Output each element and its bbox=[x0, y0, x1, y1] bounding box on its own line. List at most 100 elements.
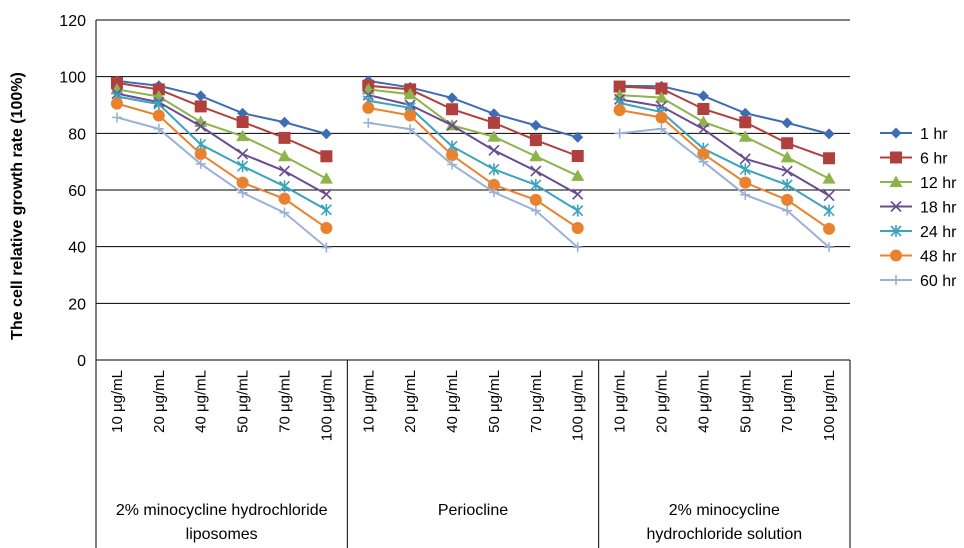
series-1-hr bbox=[111, 75, 835, 143]
legend-label: 48 hr bbox=[920, 249, 957, 266]
legend-marker bbox=[891, 275, 901, 285]
data-point bbox=[237, 160, 249, 173]
data-point bbox=[320, 221, 333, 234]
x-tick-label: 20 μg/mL bbox=[402, 370, 419, 433]
data-point bbox=[195, 90, 207, 102]
x-tick-label: 100 μg/mL bbox=[570, 370, 587, 441]
data-point bbox=[571, 221, 584, 234]
data-point bbox=[655, 91, 668, 103]
y-tick-label: 120 bbox=[59, 13, 86, 30]
data-point bbox=[571, 169, 585, 181]
data-point bbox=[236, 129, 250, 142]
series-line bbox=[116, 102, 327, 229]
data-point bbox=[781, 117, 793, 129]
data-point bbox=[782, 205, 793, 216]
gridlines bbox=[96, 19, 850, 304]
legend-label: 12 hr bbox=[920, 175, 957, 192]
data-point bbox=[487, 116, 500, 129]
x-tick-label: 20 μg/mL bbox=[151, 370, 168, 433]
data-point bbox=[738, 130, 752, 142]
data-point bbox=[781, 193, 794, 206]
data-point bbox=[572, 188, 584, 200]
data-point bbox=[780, 150, 794, 163]
data-point bbox=[698, 156, 709, 167]
data-point bbox=[405, 124, 416, 135]
y-tick-label: 80 bbox=[68, 126, 86, 143]
series-line bbox=[116, 88, 327, 180]
x-tick-label: 10 μg/mL bbox=[360, 370, 377, 433]
x-tick-label: 20 μg/mL bbox=[654, 370, 671, 433]
data-point bbox=[447, 159, 458, 170]
legend-label: 60 hr bbox=[920, 273, 957, 290]
group-label: Periocline bbox=[438, 502, 508, 519]
group-label: 2% minocycline bbox=[669, 502, 780, 519]
data-point bbox=[824, 242, 835, 253]
y-tick-labels: 0 20 40 60 80 100 120 bbox=[59, 13, 86, 370]
series-line bbox=[368, 88, 579, 177]
data-point bbox=[236, 176, 249, 189]
data-point bbox=[236, 116, 249, 128]
data-point bbox=[697, 148, 710, 161]
data-point bbox=[739, 107, 751, 119]
data-point bbox=[363, 117, 374, 128]
data-point bbox=[111, 112, 122, 123]
data-point bbox=[823, 128, 835, 140]
data-point bbox=[530, 178, 542, 191]
data-point bbox=[446, 119, 458, 131]
data-point bbox=[488, 108, 500, 120]
y-tick-label: 60 bbox=[68, 183, 86, 200]
data-point bbox=[446, 149, 459, 162]
data-point bbox=[656, 123, 667, 134]
x-tick-label: 70 μg/mL bbox=[779, 370, 796, 433]
data-point bbox=[613, 80, 626, 93]
data-point bbox=[571, 150, 584, 162]
legend-marker bbox=[890, 225, 902, 237]
data-point bbox=[110, 97, 123, 110]
legend-item: 6 hr bbox=[880, 151, 948, 168]
legend-item: 24 hr bbox=[880, 224, 957, 241]
legend-item: 48 hr bbox=[880, 249, 957, 266]
series-24-hr bbox=[111, 90, 835, 217]
data-point bbox=[781, 165, 793, 177]
axes bbox=[95, 20, 851, 548]
series-line bbox=[116, 116, 328, 249]
x-tick-label: 70 μg/mL bbox=[528, 370, 545, 433]
data-point bbox=[152, 109, 165, 122]
data-series bbox=[110, 75, 836, 253]
data-point bbox=[320, 128, 332, 140]
series-60-hr bbox=[111, 112, 835, 253]
data-point bbox=[529, 134, 542, 147]
x-group-labels: 2% minocycline hydrochloride liposomes Per… bbox=[116, 502, 802, 543]
data-point bbox=[697, 90, 709, 102]
data-point bbox=[278, 131, 291, 144]
data-point bbox=[613, 104, 626, 117]
series-12-hr bbox=[110, 82, 836, 184]
data-point bbox=[153, 98, 165, 111]
data-point bbox=[237, 187, 248, 198]
series-48-hr bbox=[110, 97, 836, 235]
data-point bbox=[194, 148, 207, 161]
legend-marker bbox=[890, 127, 902, 139]
data-point bbox=[237, 148, 249, 160]
data-point bbox=[278, 192, 291, 205]
y-tick-label: 0 bbox=[77, 353, 86, 370]
legend-marker bbox=[890, 200, 902, 213]
data-point bbox=[822, 172, 836, 184]
x-tick-label: 10 μg/mL bbox=[612, 370, 629, 433]
data-point bbox=[404, 109, 417, 122]
legend-label: 6 hr bbox=[920, 151, 948, 168]
legend-item: 1 hr bbox=[880, 126, 948, 143]
x-tick-label: 100 μg/mL bbox=[318, 370, 335, 441]
x-category-labels: 10 μg/mL 20 μg/mL 40 μg/mL 50 μg/mL 70 μg/mL… bbox=[109, 370, 838, 441]
data-point bbox=[195, 158, 206, 169]
data-point bbox=[488, 144, 500, 156]
x-tick-label: 50 μg/mL bbox=[235, 370, 252, 433]
series-line bbox=[619, 84, 830, 135]
data-point bbox=[279, 116, 290, 128]
data-point bbox=[237, 107, 249, 119]
data-point bbox=[697, 123, 709, 135]
data-point bbox=[487, 178, 500, 191]
series-line bbox=[368, 99, 579, 212]
legend-item: 18 hr bbox=[880, 200, 957, 217]
